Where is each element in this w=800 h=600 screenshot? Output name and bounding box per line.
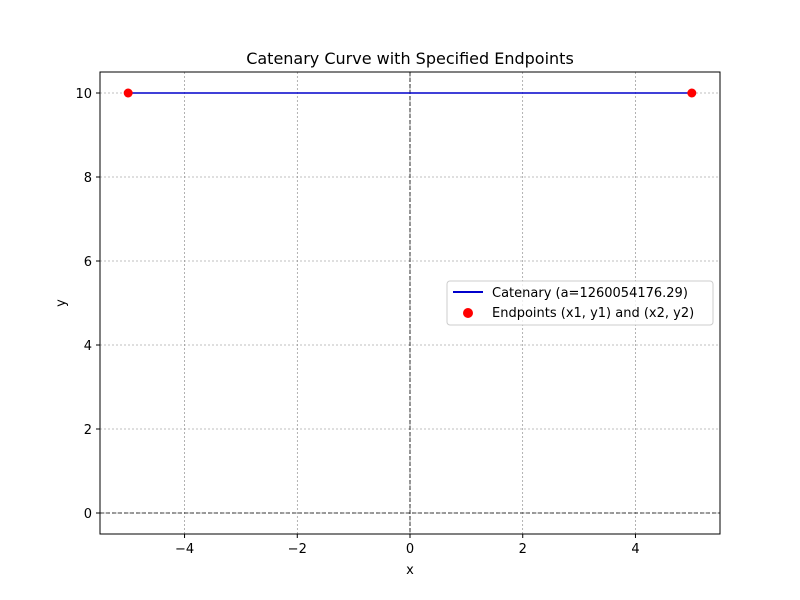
x-tick-label: 0	[406, 542, 414, 557]
y-tick-label: 10	[75, 87, 92, 102]
y-tick-label: 8	[84, 171, 92, 186]
y-tick-label: 2	[84, 423, 92, 438]
reference-lines	[100, 72, 720, 534]
legend: Catenary (a=1260054176.29) Endpoints (x1…	[446, 280, 714, 326]
x-tick-label: 2	[519, 542, 527, 557]
x-tick-label: −4	[175, 542, 194, 557]
legend-marker-swatch	[463, 308, 473, 318]
y-tick-label: 0	[84, 507, 92, 522]
ticks: −4 −2 0 2 4 0 2 4 6 8 10	[75, 87, 639, 557]
legend-box	[446, 280, 714, 326]
y-axis-label: y	[54, 299, 69, 307]
x-tick-label: 4	[631, 542, 639, 557]
chart-title: Catenary Curve with Specified Endpoints	[246, 49, 574, 68]
x-axis-label: x	[406, 563, 414, 578]
endpoint-marker	[123, 88, 133, 98]
y-tick-label: 6	[84, 255, 92, 270]
legend-entry-catenary: Catenary (a=1260054176.29)	[492, 286, 688, 301]
endpoint-marker	[687, 88, 697, 98]
plot-area	[123, 88, 697, 98]
y-tick-label: 4	[84, 339, 92, 354]
legend-entry-endpoints: Endpoints (x1, y1) and (x2, y2)	[492, 306, 694, 321]
x-tick-label: −2	[288, 542, 307, 557]
